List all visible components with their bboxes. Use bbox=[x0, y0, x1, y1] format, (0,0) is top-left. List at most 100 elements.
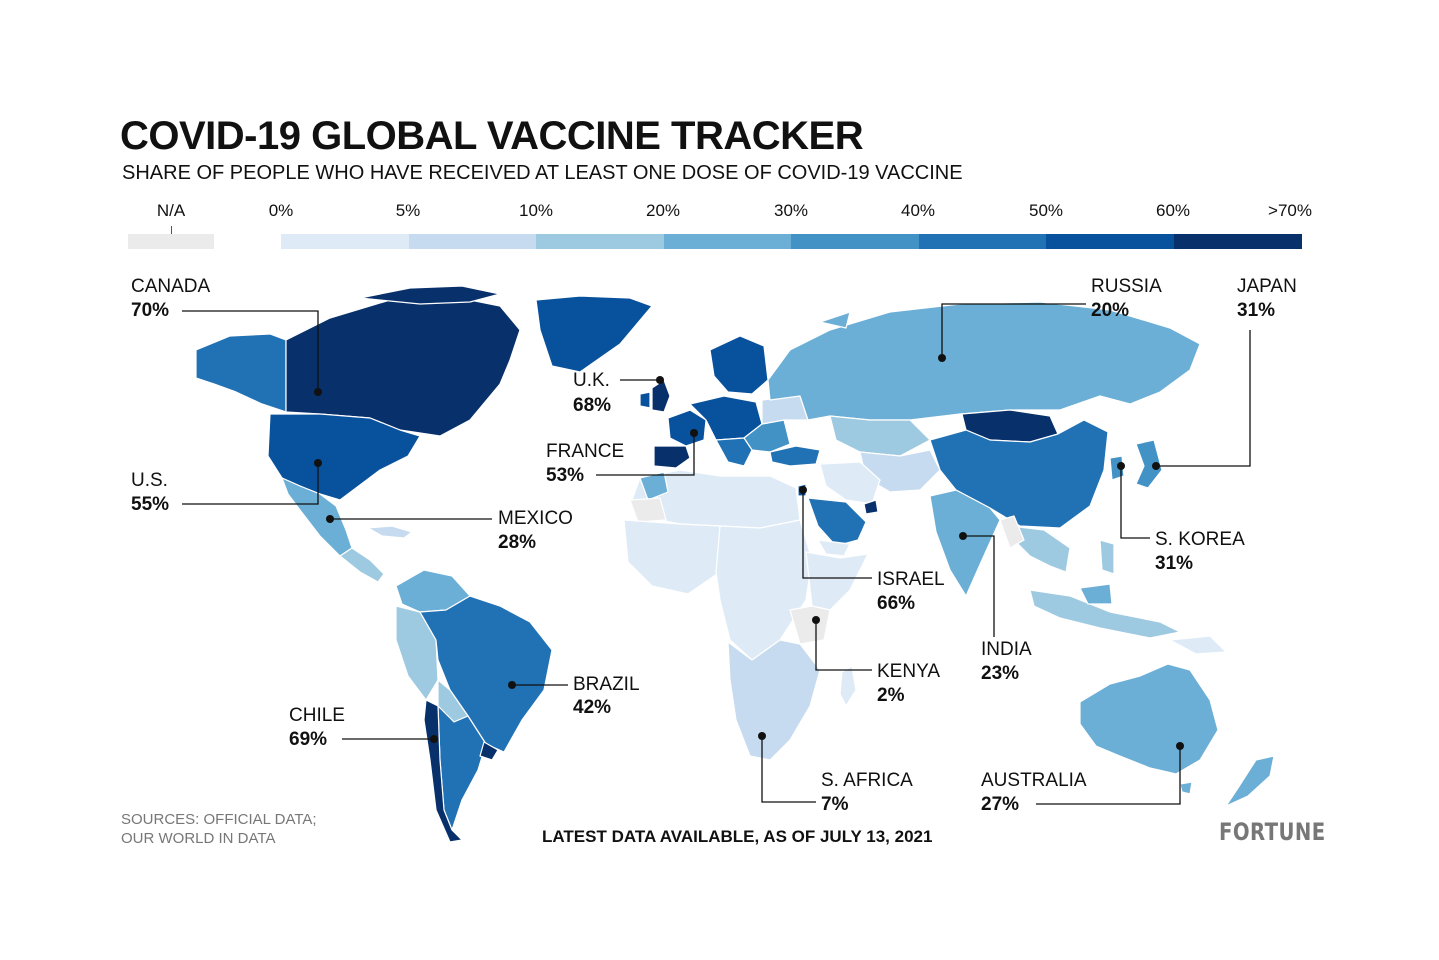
marker-us bbox=[314, 459, 322, 467]
region-alaska bbox=[195, 333, 287, 413]
legend-swatch-2 bbox=[536, 234, 664, 249]
legend-swatch-5 bbox=[918, 234, 1047, 249]
marker-skorea bbox=[1117, 462, 1125, 470]
region-saudi-arabia bbox=[807, 497, 867, 547]
callout-chile-name: CHILE bbox=[289, 705, 345, 726]
region-scandinavia bbox=[709, 335, 769, 395]
region-madagascar bbox=[839, 665, 857, 707]
legend-label-0: 0% bbox=[268, 201, 294, 220]
region-kenya-east-africa bbox=[789, 605, 831, 645]
callout-brazil-name: BRAZIL bbox=[573, 674, 640, 695]
legend-label-20: 20% bbox=[645, 201, 681, 220]
callout-safrica-value: 7% bbox=[821, 794, 849, 815]
callout-skorea-value: 31% bbox=[1155, 553, 1194, 574]
callout-israel-value: 66% bbox=[877, 593, 916, 614]
leader-line-france bbox=[596, 433, 695, 476]
marker-kenya bbox=[812, 616, 820, 624]
callout-japan-name: JAPAN bbox=[1237, 276, 1297, 297]
callout-us-value: 55% bbox=[131, 494, 170, 515]
region-greenland bbox=[535, 295, 653, 373]
marker-safrica bbox=[758, 732, 766, 740]
leader-line-japan bbox=[1156, 330, 1251, 467]
region-japan bbox=[1135, 439, 1163, 489]
data-date-note: LATEST DATA AVAILABLE, AS OF JULY 13, 20… bbox=[542, 827, 933, 846]
legend-label-30: 30% bbox=[773, 201, 809, 220]
legend-na-swatch bbox=[128, 234, 214, 249]
callout-japan-value: 31% bbox=[1237, 300, 1276, 321]
region-france bbox=[667, 409, 707, 447]
callout-canada-name: CANADA bbox=[131, 276, 211, 297]
leader-line-canada bbox=[182, 310, 319, 392]
region-central-africa bbox=[715, 519, 813, 661]
region-tasmania bbox=[1179, 781, 1193, 795]
callout-safrica-name: S. AFRICA bbox=[821, 770, 913, 791]
sources-line-2: OUR WORLD IN DATA bbox=[121, 829, 276, 847]
callout-brazil-value: 42% bbox=[573, 697, 612, 718]
region-iberia bbox=[653, 445, 691, 469]
legend-na-label: N/A bbox=[156, 201, 186, 220]
leader-line-skorea bbox=[1120, 466, 1150, 539]
leader-line-russia bbox=[941, 303, 1086, 358]
region-malaysia bbox=[1079, 583, 1113, 605]
region-india bbox=[929, 489, 1001, 597]
marker-australia bbox=[1176, 742, 1184, 750]
marker-india bbox=[959, 532, 967, 540]
callout-us-name: U.S. bbox=[131, 470, 168, 491]
region-italy-balkans bbox=[715, 437, 753, 467]
legend-label-40: 40% bbox=[900, 201, 936, 220]
callout-australia-name: AUSTRALIA bbox=[981, 770, 1087, 791]
map-title: COVID-19 GLOBAL VACCINE TRACKER bbox=[120, 114, 864, 158]
callout-israel-name: ISRAEL bbox=[877, 569, 945, 590]
region-ireland bbox=[639, 391, 651, 409]
callout-france-name: FRANCE bbox=[546, 441, 625, 462]
callout-australia-value: 27% bbox=[981, 794, 1020, 815]
region-canada-arctic bbox=[359, 285, 501, 305]
region-russia bbox=[767, 301, 1201, 421]
marker-mexico bbox=[326, 515, 334, 523]
region-russia-arctic bbox=[819, 311, 851, 329]
callout-india-name: INDIA bbox=[981, 639, 1032, 660]
region-yemen bbox=[817, 539, 851, 557]
leader-line-australia bbox=[1036, 746, 1181, 805]
marker-israel bbox=[799, 486, 807, 494]
map-subtitle: SHARE OF PEOPLE WHO HAVE RECEIVED AT LEA… bbox=[122, 162, 963, 184]
callout-canada-value: 70% bbox=[131, 300, 170, 321]
callout-russia-name: RUSSIA bbox=[1091, 276, 1162, 297]
legend-label-10: 10% bbox=[518, 201, 554, 220]
callout-skorea-name: S. KOREA bbox=[1155, 529, 1245, 550]
fortune-logo: FORTUNE bbox=[1219, 818, 1326, 846]
legend-label-50: 50% bbox=[1028, 201, 1064, 220]
region-philippines bbox=[1099, 539, 1115, 575]
legend-label-60: 60% bbox=[1155, 201, 1191, 220]
region-west-africa bbox=[623, 519, 721, 595]
legend-swatch-7 bbox=[1173, 234, 1302, 249]
region-morocco bbox=[639, 471, 669, 501]
marker-russia bbox=[938, 354, 946, 362]
marker-uk bbox=[656, 376, 664, 384]
region-turkey bbox=[769, 445, 821, 467]
region-southern-africa bbox=[727, 639, 821, 761]
marker-canada bbox=[314, 388, 322, 396]
marker-japan bbox=[1152, 462, 1160, 470]
leader-line-safrica bbox=[761, 736, 816, 803]
leader-line-israel bbox=[802, 490, 872, 579]
callout-chile-value: 69% bbox=[289, 729, 328, 750]
region-uruguay bbox=[479, 741, 499, 761]
callout-mexico-name: MEXICO bbox=[498, 508, 573, 529]
leader-line-us bbox=[182, 463, 319, 505]
region-kazakhstan bbox=[829, 415, 931, 457]
sources-line-1: SOURCES: OFFICIAL DATA; bbox=[121, 811, 317, 828]
sources: SOURCES: OFFICIAL DATA; OUR WORLD IN DAT… bbox=[121, 811, 317, 849]
legend-swatch-6 bbox=[1046, 234, 1174, 249]
legend-swatch-0 bbox=[281, 234, 409, 249]
region-gulf bbox=[863, 499, 879, 515]
callout-france-value: 53% bbox=[546, 465, 585, 486]
callout-kenya-name: KENYA bbox=[877, 661, 941, 682]
region-australia bbox=[1079, 663, 1219, 775]
region-uk bbox=[651, 379, 671, 413]
region-central-america bbox=[339, 547, 385, 583]
leader-line-kenya bbox=[815, 620, 872, 671]
callout-mexico-value: 28% bbox=[498, 532, 537, 553]
region-myanmar-na bbox=[999, 515, 1025, 549]
